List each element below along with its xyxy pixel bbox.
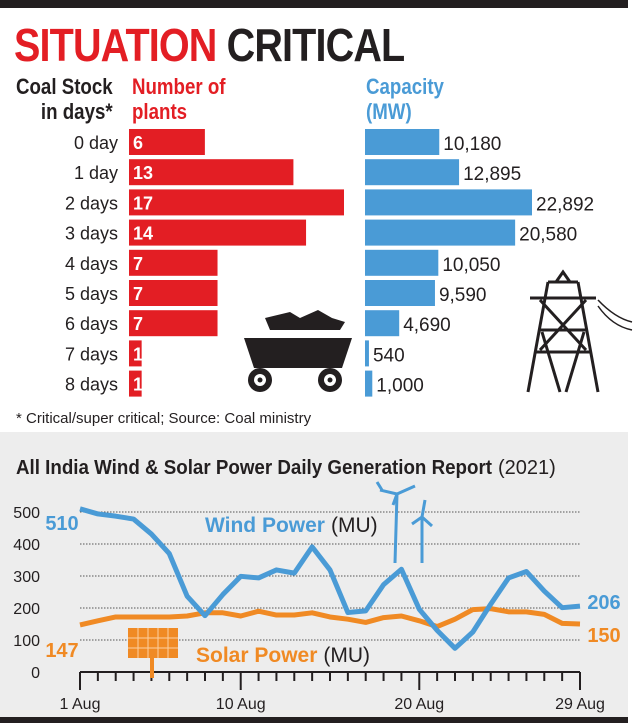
top-rule — [0, 0, 628, 8]
plants-value-label: 17 — [133, 193, 153, 213]
category-label: 1 day — [74, 163, 118, 183]
capacity-value-label: 22,892 — [536, 194, 594, 215]
wind-legend-unit: (MU) — [331, 514, 378, 537]
capacity-value-label: 1,000 — [376, 376, 424, 397]
plants-bar — [129, 310, 218, 337]
plants-bar — [129, 370, 142, 397]
footnote: * Critical/super critical; Source: Coal … — [16, 410, 312, 427]
line-chart-title: All India Wind & Solar Power Daily Gener… — [16, 457, 492, 479]
plants-value-label: 7 — [133, 284, 143, 304]
capacity-value-label: 4,690 — [403, 315, 451, 336]
capacity-bar — [365, 219, 516, 246]
plants-header: Number of plants — [132, 74, 226, 124]
solar-power-line — [79, 606, 581, 630]
line-chart-title-row: All India Wind & Solar Power Daily Gener… — [16, 457, 556, 479]
x-tick-label: 10 Aug — [216, 696, 266, 713]
category-label: 6 days — [65, 314, 118, 334]
header-line: Capacity — [366, 74, 444, 99]
page-title: SITUATION CRITICAL — [14, 18, 406, 72]
capacity-value-label: 12,895 — [463, 164, 521, 185]
wind-start-label: 510 — [45, 513, 78, 535]
capacity-value-label: 20,580 — [519, 225, 577, 246]
header-line: Number of — [132, 74, 226, 99]
plants-value-label: 13 — [133, 163, 153, 183]
title-red: SITUATION — [14, 19, 217, 71]
header-line: Coal Stock — [16, 74, 113, 99]
category-label: 4 days — [65, 254, 118, 274]
plants-value-label: 1 — [133, 375, 143, 395]
coal-stock-header: Coal Stock in days* — [16, 74, 113, 124]
transmission-tower-icon — [526, 269, 633, 393]
header-line: plants — [132, 99, 188, 124]
wind-legend: Wind Power (MU) — [205, 514, 378, 537]
wind-end-label: 206 — [587, 592, 620, 614]
category-label: 3 days — [65, 224, 118, 244]
category-label: 8 days — [65, 375, 118, 395]
capacity-bar — [365, 189, 532, 216]
y-tick-label: 200 — [13, 601, 40, 618]
capacity-bar — [365, 370, 373, 397]
header-line: in days* — [40, 99, 113, 124]
y-tick-label: 400 — [13, 537, 40, 554]
solar-start-label: 147 — [45, 640, 78, 662]
solar-legend-label: Solar Power — [196, 644, 317, 667]
category-label: 7 days — [65, 344, 118, 364]
category-label: 5 days — [65, 284, 118, 304]
solar-panel-icon — [128, 628, 178, 678]
plants-bar — [129, 129, 205, 155]
x-tick-label: 20 Aug — [394, 696, 444, 713]
plants-bar — [129, 340, 142, 367]
capacity-bar — [365, 129, 440, 155]
capacity-bar — [365, 340, 369, 367]
x-tick-label: 29 Aug — [555, 696, 605, 713]
plants-bar — [129, 189, 344, 216]
solar-legend: Solar Power (MU) — [196, 644, 370, 667]
y-tick-label: 100 — [13, 633, 40, 650]
header-line: (MW) — [366, 99, 412, 124]
plants-value-label: 7 — [133, 314, 143, 334]
plants-value-label: 6 — [133, 133, 143, 153]
solar-end-label: 150 — [587, 625, 620, 647]
capacity-value-label: 10,050 — [442, 255, 500, 276]
y-tick-label: 300 — [13, 569, 40, 586]
title-black: CRITICAL — [226, 19, 406, 71]
capacity-bar — [365, 280, 435, 306]
category-label: 2 days — [65, 193, 118, 213]
line-chart-title-year: (2021) — [498, 457, 556, 479]
plants-bar — [129, 280, 218, 306]
category-label: 0 day — [74, 133, 118, 153]
wind-legend-label: Wind Power — [205, 514, 325, 537]
capacity-bar — [365, 159, 460, 186]
plants-value-label: 1 — [133, 344, 143, 364]
solar-legend-unit: (MU) — [323, 644, 370, 667]
capacity-value-label: 9,590 — [439, 285, 487, 306]
capacity-value-label: 10,180 — [443, 134, 501, 155]
plants-bar — [129, 249, 218, 276]
wind-turbine-icon — [375, 481, 434, 564]
y-tick-label: 500 — [13, 505, 40, 522]
y-tick-label: 0 — [31, 665, 40, 682]
bottom-rule — [0, 717, 628, 723]
plants-value-label: 14 — [133, 224, 153, 244]
coal-cart-icon — [244, 310, 352, 392]
capacity-bar — [365, 310, 400, 337]
wind-power-line — [79, 506, 581, 651]
capacity-header: Capacity (MW) — [366, 74, 444, 124]
capacity-bar — [365, 249, 439, 276]
plants-value-label: 7 — [133, 254, 143, 274]
plants-bar — [129, 159, 294, 186]
x-tick-label: 1 Aug — [60, 696, 101, 713]
plants-bar — [129, 219, 307, 246]
capacity-value-label: 540 — [373, 345, 405, 366]
